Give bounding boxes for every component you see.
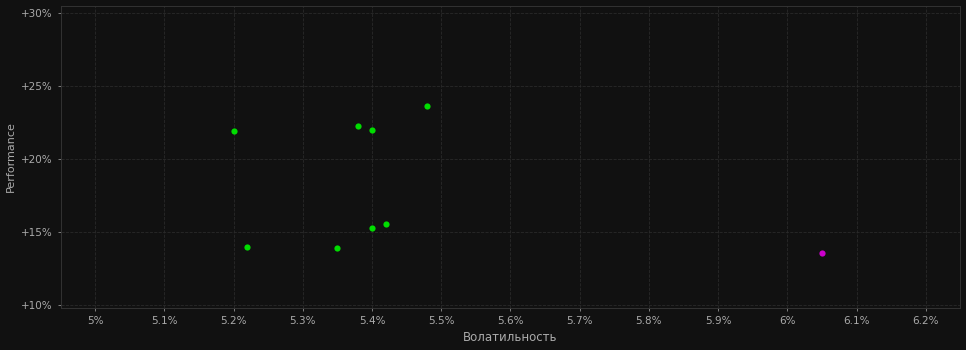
Point (364, 225, 380, 231)
Point (351, 124, 366, 129)
Point (364, 127, 380, 133)
Point (240, 244, 255, 250)
Point (329, 245, 345, 251)
Y-axis label: Performance: Performance (6, 121, 15, 192)
Point (814, 250, 830, 255)
Point (419, 104, 435, 109)
X-axis label: Волатильность: Волатильность (464, 331, 557, 344)
Point (226, 128, 242, 134)
Point (378, 221, 393, 227)
